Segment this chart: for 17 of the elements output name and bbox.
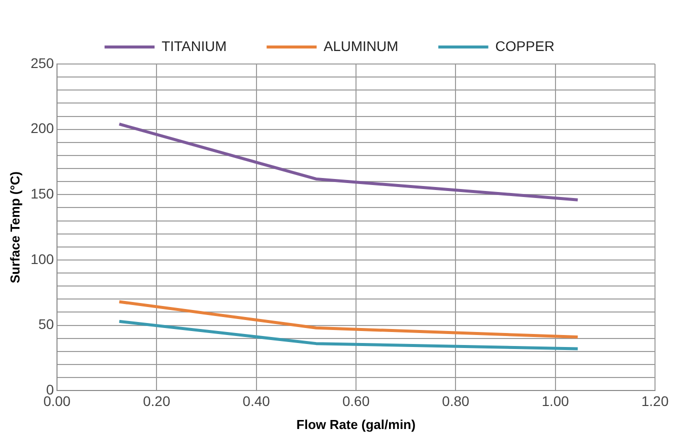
y-tick-label: 200 bbox=[30, 120, 54, 136]
y-tick-label: 100 bbox=[30, 250, 54, 267]
y-tick-label: 150 bbox=[30, 186, 54, 202]
y-tick-label: 50 bbox=[38, 316, 54, 332]
x-tick-label: 0.20 bbox=[143, 392, 170, 409]
x-tick-label: 0.40 bbox=[242, 392, 270, 409]
legend-label: COPPER bbox=[495, 38, 554, 54]
x-tick-label: 1.00 bbox=[542, 392, 570, 409]
x-tick-label: 0.80 bbox=[442, 392, 470, 409]
legend-label: TITANIUM bbox=[162, 38, 227, 54]
x-tick-label: 0.60 bbox=[342, 392, 370, 409]
x-tick-label: 1.20 bbox=[641, 392, 669, 409]
y-tick-label: 250 bbox=[30, 54, 54, 71]
y-axis-title: Surface Temp (°C) bbox=[7, 171, 22, 284]
y-tick-label: 0 bbox=[46, 381, 54, 398]
x-axis-title: Flow Rate (gal/min) bbox=[296, 416, 416, 432]
legend-label: ALUMINUM bbox=[324, 38, 398, 54]
